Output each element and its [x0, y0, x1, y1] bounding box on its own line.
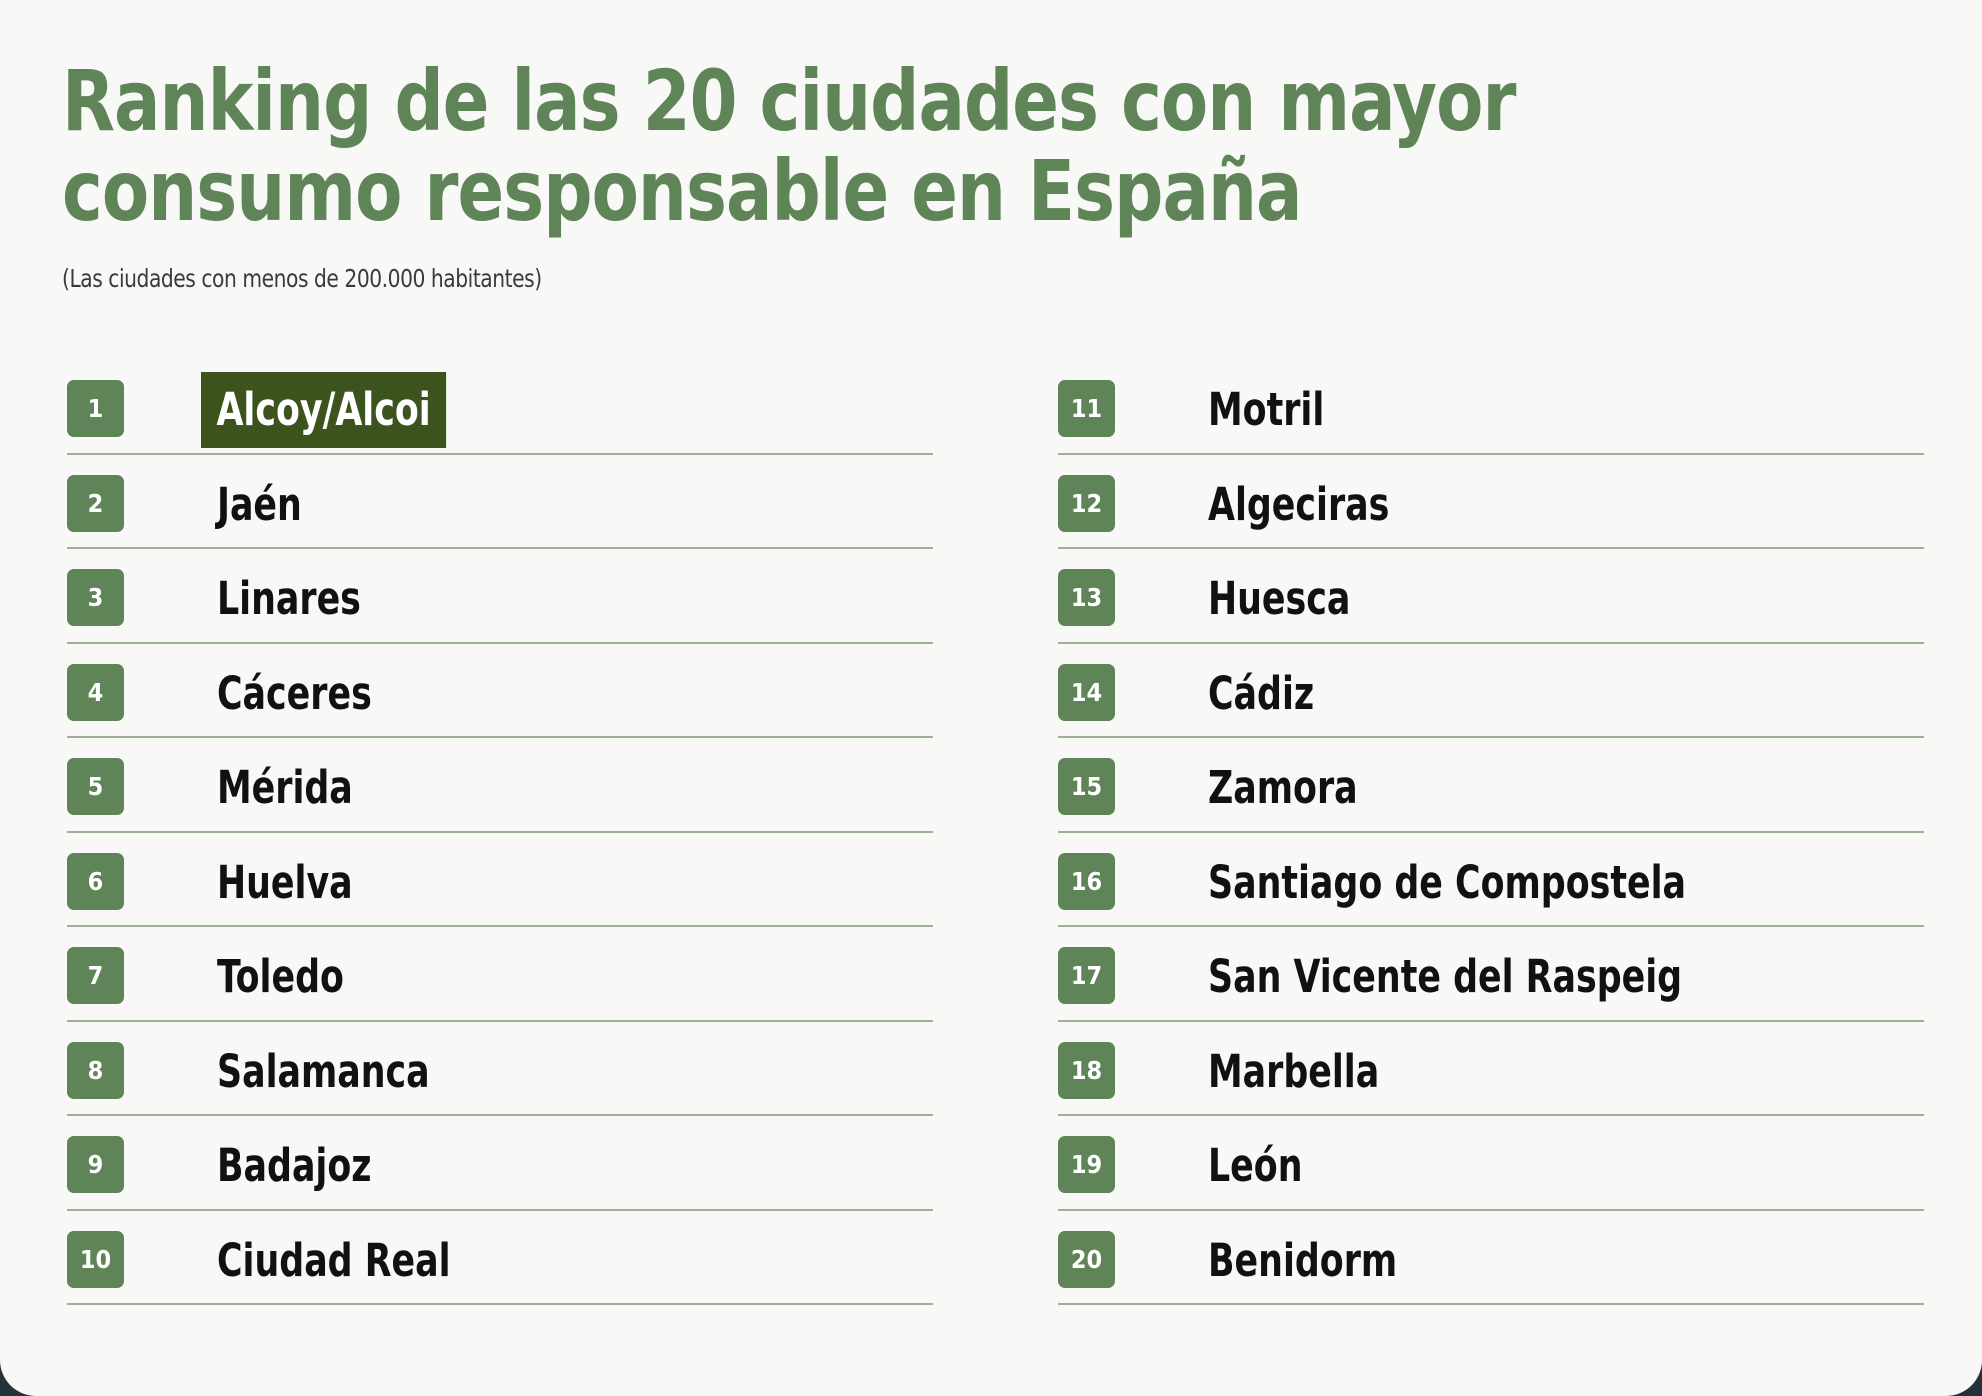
- city-name: Algeciras: [1208, 477, 1390, 531]
- city-name: Mérida: [217, 761, 353, 814]
- ranking-row: 17 San Vicente del Raspeig: [1058, 927, 1924, 1022]
- ranking-row: 9 Badajoz: [67, 1116, 933, 1211]
- rank-badge: 8: [67, 1041, 124, 1099]
- ranking-row: 8 Salamanca: [67, 1022, 933, 1116]
- ranking-row: 14 Cádiz: [1058, 644, 1924, 738]
- city-name: Marbella: [1208, 1044, 1380, 1098]
- ranking-row: 1 Alcoy/Alcoi: [67, 360, 933, 455]
- rank-badge: 5: [67, 758, 124, 815]
- ranking-row: 3 Linares: [67, 549, 933, 644]
- ranking-row: 12 Algeciras: [1058, 455, 1924, 549]
- ranking-row: 4 Cáceres: [67, 644, 933, 738]
- city-name: Toledo: [217, 950, 344, 1003]
- page-title: Ranking de las 20 ciudades con mayor con…: [62, 52, 1516, 240]
- ranking-row: 6 Huelva: [67, 833, 933, 927]
- ranking-row: 10 Ciudad Real: [67, 1211, 933, 1305]
- city-name: Zamora: [1208, 761, 1358, 814]
- ranking-row: 16 Santiago de Compostela: [1058, 833, 1924, 927]
- ranking-row: 7 Toledo: [67, 927, 933, 1022]
- city-name: Ciudad Real: [217, 1233, 451, 1287]
- city-name: Jaén: [217, 477, 302, 531]
- ranking-column-left: 1 Alcoy/Alcoi 2 Jaén 3 Linares 4 Cáceres…: [67, 360, 933, 1305]
- city-name: San Vicente del Raspeig: [1208, 950, 1683, 1003]
- city-name: Benidorm: [1208, 1233, 1398, 1287]
- ranking-row: 5 Mérida: [67, 738, 933, 833]
- rank-badge: 11: [1058, 380, 1115, 437]
- rank-badge: 18: [1058, 1041, 1115, 1099]
- ranking-row: 2 Jaén: [67, 455, 933, 549]
- ranking-column-right: 11 Motril 12 Algeciras 13 Huesca 14 Cádi…: [1058, 360, 1924, 1305]
- rank-badge: 3: [67, 569, 124, 626]
- city-name: León: [1208, 1139, 1303, 1192]
- city-name: Badajoz: [217, 1139, 372, 1192]
- city-name: Cádiz: [1208, 666, 1315, 720]
- city-name: Motril: [1208, 383, 1325, 436]
- rank-badge: 16: [1058, 852, 1115, 910]
- rank-badge: 9: [67, 1136, 124, 1193]
- ranking-row: 18 Marbella: [1058, 1022, 1924, 1116]
- rank-badge: 12: [1058, 474, 1115, 532]
- ranking-row: 20 Benidorm: [1058, 1211, 1924, 1305]
- rank-badge: 13: [1058, 569, 1115, 626]
- rank-badge: 14: [1058, 663, 1115, 721]
- page-subtitle: (Las ciudades con menos de 200.000 habit…: [62, 264, 542, 293]
- rank-badge: 19: [1058, 1136, 1115, 1193]
- city-name: Linares: [217, 572, 361, 625]
- rank-badge: 17: [1058, 947, 1115, 1004]
- ranking-row: 19 León: [1058, 1116, 1924, 1211]
- rank-badge: 4: [67, 663, 124, 721]
- rank-badge: 1: [67, 380, 124, 437]
- rank-badge: 15: [1058, 758, 1115, 815]
- rank-badge: 20: [1058, 1230, 1115, 1288]
- city-name: Huesca: [1208, 572, 1351, 625]
- city-name: Huelva: [217, 855, 353, 909]
- city-name: Cáceres: [217, 666, 372, 720]
- rank-badge: 10: [67, 1230, 124, 1288]
- ranking-row: 13 Huesca: [1058, 549, 1924, 644]
- city-name: Santiago de Compostela: [1208, 855, 1687, 909]
- city-name: Salamanca: [217, 1044, 430, 1098]
- ranking-row: 11 Motril: [1058, 360, 1924, 455]
- city-name-highlighted: Alcoy/Alcoi: [201, 372, 447, 448]
- rank-badge: 2: [67, 474, 124, 532]
- rank-badge: 6: [67, 852, 124, 910]
- ranking-row: 15 Zamora: [1058, 738, 1924, 833]
- rank-badge: 7: [67, 947, 124, 1004]
